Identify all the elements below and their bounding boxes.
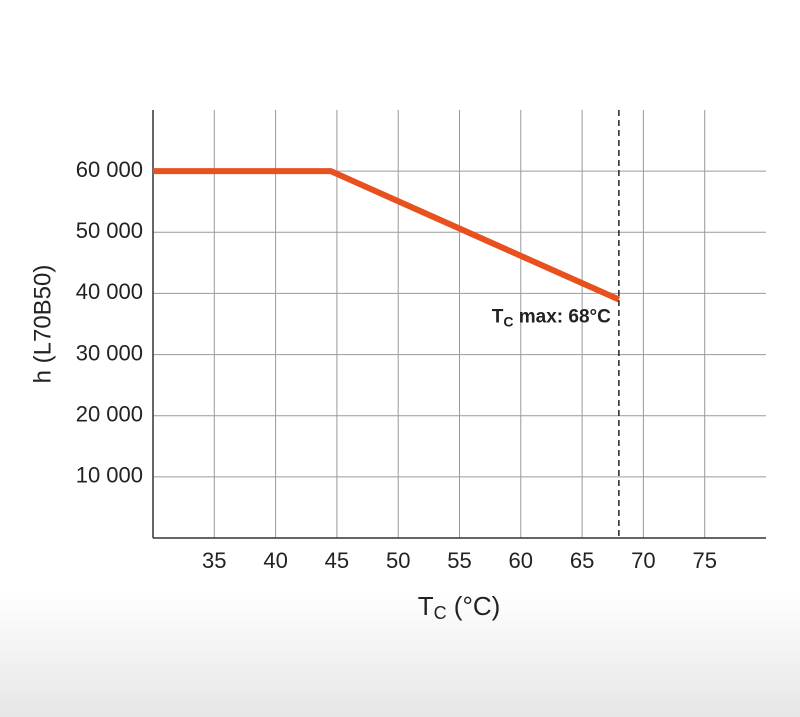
max-annotation: TC max: 68°C (492, 307, 611, 330)
x-tick-label: 70 (631, 548, 655, 573)
x-label-main: T (418, 591, 434, 621)
annotation-sub: C (503, 313, 513, 329)
y-tick-label: 10 000 (76, 463, 143, 488)
x-tick-label: 45 (325, 548, 349, 573)
data-line (153, 168, 621, 303)
x-label-sub: C (434, 603, 447, 623)
plot: 35 40 45 50 55 60 65 70 75 10 000 20 000 30 000 40 0… (76, 110, 766, 573)
annotation-main: T (492, 307, 504, 328)
x-tick-label: 75 (692, 548, 716, 573)
x-axis-label: TC (°C) (418, 591, 501, 623)
x-tick-label: 55 (447, 548, 471, 573)
y-tick-label: 60 000 (76, 157, 143, 182)
y-axis-label: h (L70B50) (29, 265, 56, 384)
y-tick-label: 30 000 (76, 340, 143, 365)
background (0, 590, 800, 717)
x-tick-label: 50 (386, 548, 410, 573)
y-tick-label: 20 000 (76, 402, 143, 427)
x-tick-label: 65 (570, 548, 594, 573)
annotation-rest: max: 68°C (514, 307, 612, 328)
x-tick-label: 40 (263, 548, 287, 573)
x-tick-label: 35 (202, 548, 226, 573)
x-tick-label: 60 (509, 548, 533, 573)
y-tick-label: 40 000 (76, 279, 143, 304)
y-tick-label: 50 000 (76, 218, 143, 243)
x-label-rest: (°C) (447, 591, 501, 621)
